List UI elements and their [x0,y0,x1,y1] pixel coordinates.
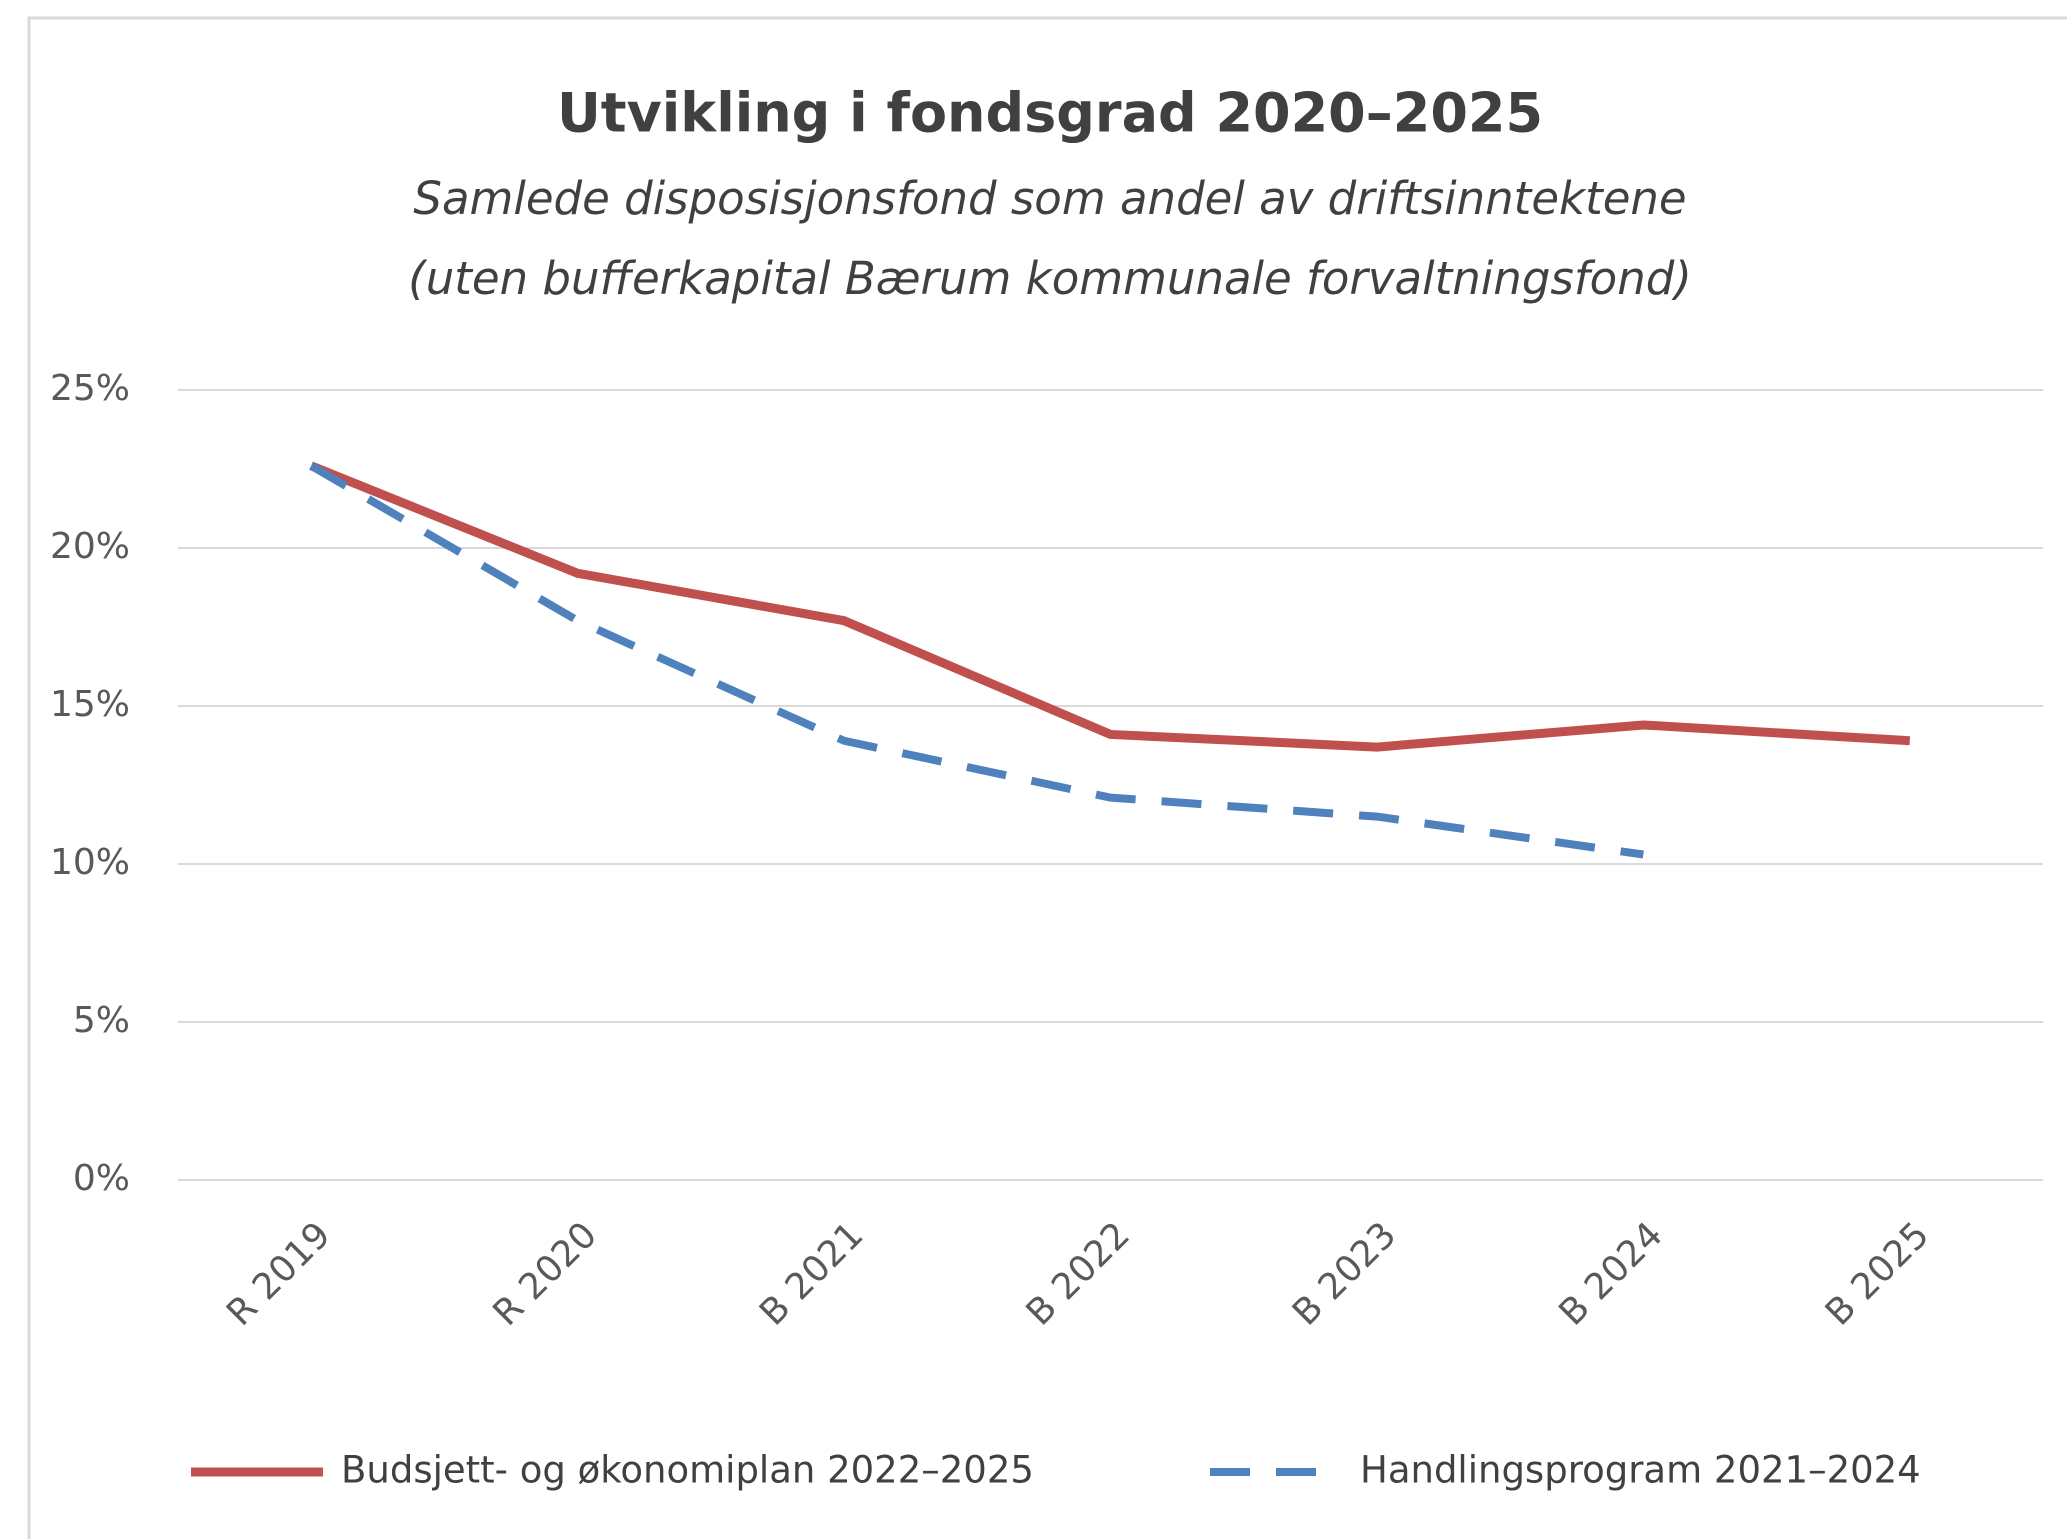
chart-subtitle: (uten bufferkapital Bærum kommunale forv… [408,252,1692,305]
y-tick-label: 15% [50,684,130,725]
chart-title: Utvikling i fondsgrad 2020–2025 [557,82,1543,145]
series-line [309,461,1911,752]
y-tick-label: 25% [50,368,130,409]
legend-label: Budsjett- og økonomiplan 2022–2025 [341,1449,1034,1492]
y-tick-label: 10% [50,842,130,883]
y-tick-label: 0% [73,1158,130,1199]
chart-subtitle: Samlede disposisjonsfond som andel av dr… [413,172,1686,225]
y-tick-label: 5% [73,1000,130,1041]
legend-label: Handlingsprogram 2021–2024 [1360,1449,1921,1492]
chart-frame [27,16,2067,1539]
y-tick-label: 20% [50,526,130,567]
series-line [309,462,1644,859]
